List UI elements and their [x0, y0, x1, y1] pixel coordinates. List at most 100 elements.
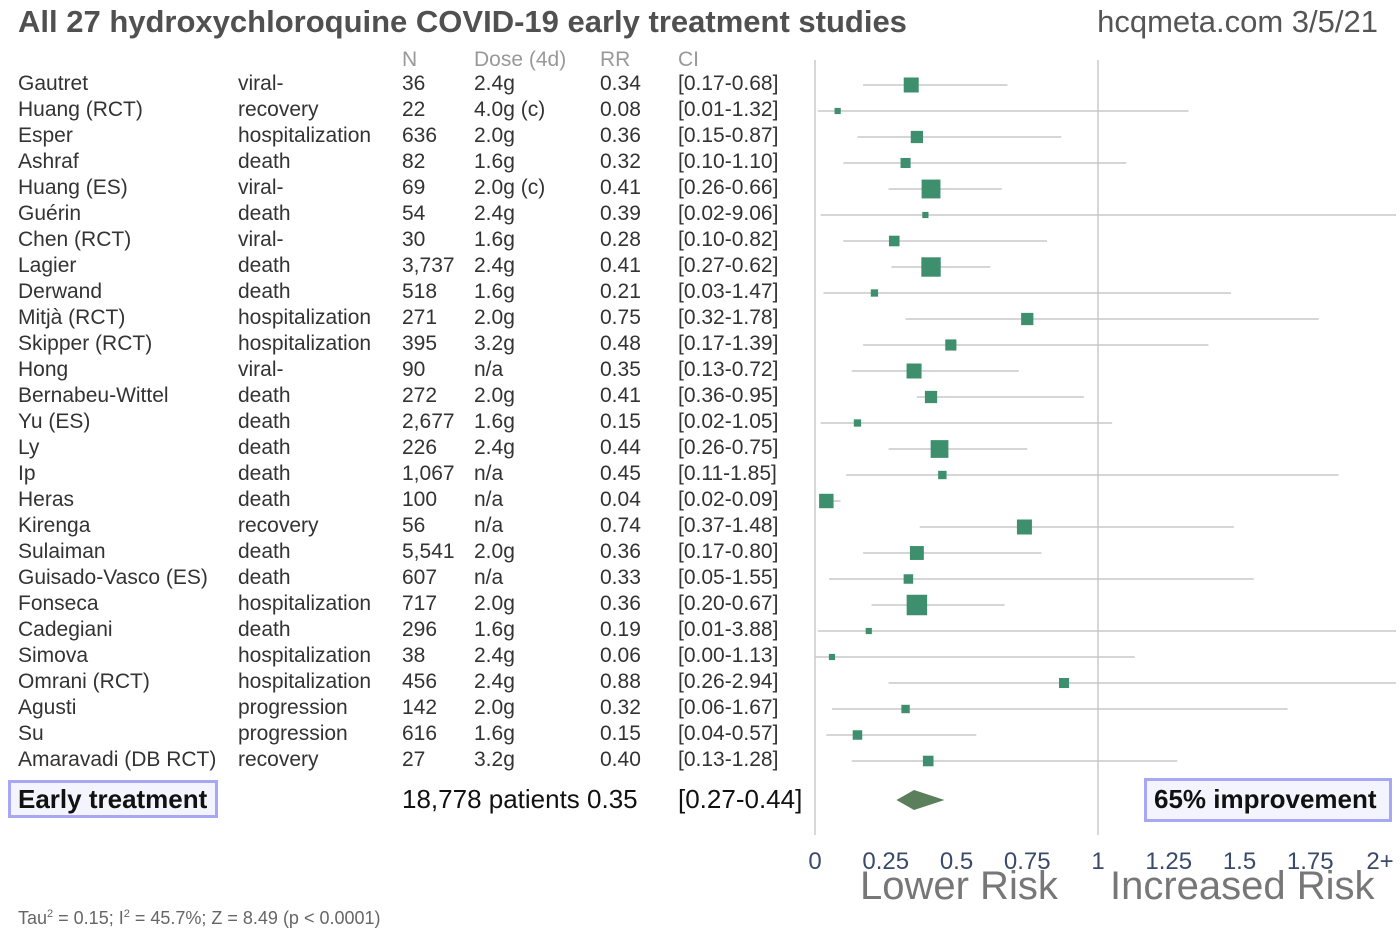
- study-n: 142: [402, 696, 438, 719]
- study-row: Mitjà (RCT) hospitalization 271 2.0g 0.75 [0.…: [0, 306, 810, 332]
- study-n: 616: [402, 722, 438, 745]
- study-outcome: death: [238, 384, 291, 407]
- study-n: 226: [402, 436, 438, 459]
- study-name: Hong: [18, 358, 69, 381]
- study-row: Skipper (RCT) hospitalization 395 3.2g 0.48 […: [0, 332, 810, 358]
- study-name: Bernabeu-Wittel: [18, 384, 169, 407]
- study-n: 82: [402, 150, 426, 173]
- study-dose: 1.6g: [474, 228, 515, 251]
- study-row: Agusti progression 142 2.0g 0.32 [0.06-1.67]: [0, 696, 810, 722]
- study-rr: 0.88: [600, 670, 641, 693]
- summary-patients-rr: 18,778 patients 0.35: [402, 784, 638, 814]
- study-ci: [0.00-1.13]: [678, 644, 779, 667]
- study-dose: 3.2g: [474, 748, 515, 771]
- study-outcome: hospitalization: [238, 592, 372, 615]
- study-dose: n/a: [474, 358, 504, 381]
- study-row: Kirenga recovery 56 n/a 0.74 [0.37-1.48]: [0, 514, 810, 540]
- study-name: Agusti: [18, 696, 77, 719]
- study-name: Ip: [18, 462, 36, 485]
- study-outcome: hospitalization: [238, 670, 372, 693]
- study-outcome: hospitalization: [238, 644, 372, 667]
- study-n: 56: [402, 514, 426, 537]
- study-outcome: hospitalization: [238, 124, 372, 147]
- study-outcome: death: [238, 540, 291, 563]
- study-rr: 0.15: [600, 410, 641, 433]
- study-ci: [0.17-1.39]: [678, 332, 779, 355]
- study-row: Hong viral- 90 n/a 0.35 [0.13-0.72]: [0, 358, 810, 384]
- study-row: Fonseca hospitalization 717 2.0g 0.36 [0.20-0…: [0, 592, 810, 618]
- study-name: Omrani (RCT): [18, 670, 150, 693]
- stats-rest: = 45.7%; Z = 8.49 (p < 0.0001): [129, 908, 381, 928]
- study-dose: 2.4g: [474, 644, 515, 667]
- study-rr: 0.28: [600, 228, 641, 251]
- study-rr: 0.44: [600, 436, 641, 459]
- study-row: Guisado-Vasco (ES) death 607 n/a 0.33 [0.05-1…: [0, 566, 810, 592]
- stats-tau-value: = 0.15: [53, 908, 109, 928]
- study-rr: 0.74: [600, 514, 641, 537]
- study-dose: 2.0g: [474, 696, 515, 719]
- study-rr: 0.08: [600, 98, 641, 121]
- study-name: Esper: [18, 124, 73, 147]
- effect-marker: [930, 440, 949, 458]
- effect-marker: [1021, 312, 1034, 326]
- column-header-rr: RR: [600, 48, 631, 71]
- study-dose: 2.0g: [474, 306, 515, 329]
- study-rr: 0.06: [600, 644, 641, 667]
- study-dose: 1.6g: [474, 280, 515, 303]
- study-rr: 0.32: [600, 150, 641, 173]
- chart-title: All 27 hydroxychloroquine COVID-19 early…: [18, 4, 907, 39]
- stats-tau-sup: 2: [47, 908, 54, 920]
- effect-marker: [852, 730, 863, 740]
- study-n: 27: [402, 748, 426, 771]
- study-ci: [0.06-1.67]: [678, 696, 779, 719]
- study-n: 1,067: [402, 462, 455, 485]
- study-rr: 0.75: [600, 306, 641, 329]
- effect-marker: [903, 77, 919, 93]
- study-row: Esper hospitalization 636 2.0g 0.36 [0.15-0.8…: [0, 124, 810, 150]
- study-name: Heras: [18, 488, 75, 511]
- x-tick-label: 1: [1091, 848, 1105, 875]
- column-header-dose: Dose (4d): [474, 48, 567, 71]
- column-header-ci: CI: [678, 48, 699, 71]
- study-dose: 2.0g: [474, 540, 515, 563]
- study-outcome: death: [238, 202, 291, 225]
- study-dose: 2.4g: [474, 436, 515, 459]
- study-outcome: recovery: [238, 98, 319, 121]
- stats-i: ; I: [108, 908, 124, 928]
- study-dose: 3.2g: [474, 332, 515, 355]
- study-outcome: death: [238, 254, 291, 277]
- study-n: 54: [402, 202, 426, 225]
- effect-marker: [834, 107, 841, 115]
- study-n: 22: [402, 98, 426, 121]
- x-tick-label: 0.75: [1003, 848, 1051, 875]
- study-n: 395: [402, 332, 438, 355]
- study-dose: n/a: [474, 566, 504, 589]
- study-n: 296: [402, 618, 438, 641]
- study-row: Guérin death 54 2.4g 0.39 [0.02-9.06]: [0, 202, 810, 228]
- study-row: Su progression 616 1.6g 0.15 [0.04-0.57]: [0, 722, 810, 748]
- effect-marker: [828, 653, 836, 661]
- study-ci: [0.04-0.57]: [678, 722, 779, 745]
- study-n: 717: [402, 592, 438, 615]
- study-name: Skipper (RCT): [18, 332, 153, 355]
- study-n: 272: [402, 384, 438, 407]
- study-dose: 4.0g (c): [474, 98, 546, 121]
- heterogeneity-stats: Tau2 = 0.15; I2 = 45.7%; Z = 8.49 (p < 0…: [18, 908, 381, 929]
- study-rr: 0.48: [600, 332, 641, 355]
- study-rr: 0.21: [600, 280, 641, 303]
- study-ci: [0.03-1.47]: [678, 280, 779, 303]
- study-outcome: viral-: [238, 72, 284, 95]
- study-dose: n/a: [474, 462, 504, 485]
- study-outcome: death: [238, 410, 291, 433]
- study-ci: [0.02-0.09]: [678, 488, 779, 511]
- study-outcome: progression: [238, 722, 348, 745]
- study-row: Amaravadi (DB RCT) recovery 27 3.2g 0.40 [0.1…: [0, 748, 810, 774]
- study-dose: 1.6g: [474, 722, 515, 745]
- study-n: 38: [402, 644, 426, 667]
- effect-marker: [922, 755, 934, 767]
- x-tick-label: 0.5: [939, 848, 974, 875]
- study-outcome: progression: [238, 696, 348, 719]
- study-name: Huang (RCT): [18, 98, 143, 121]
- study-outcome: death: [238, 436, 291, 459]
